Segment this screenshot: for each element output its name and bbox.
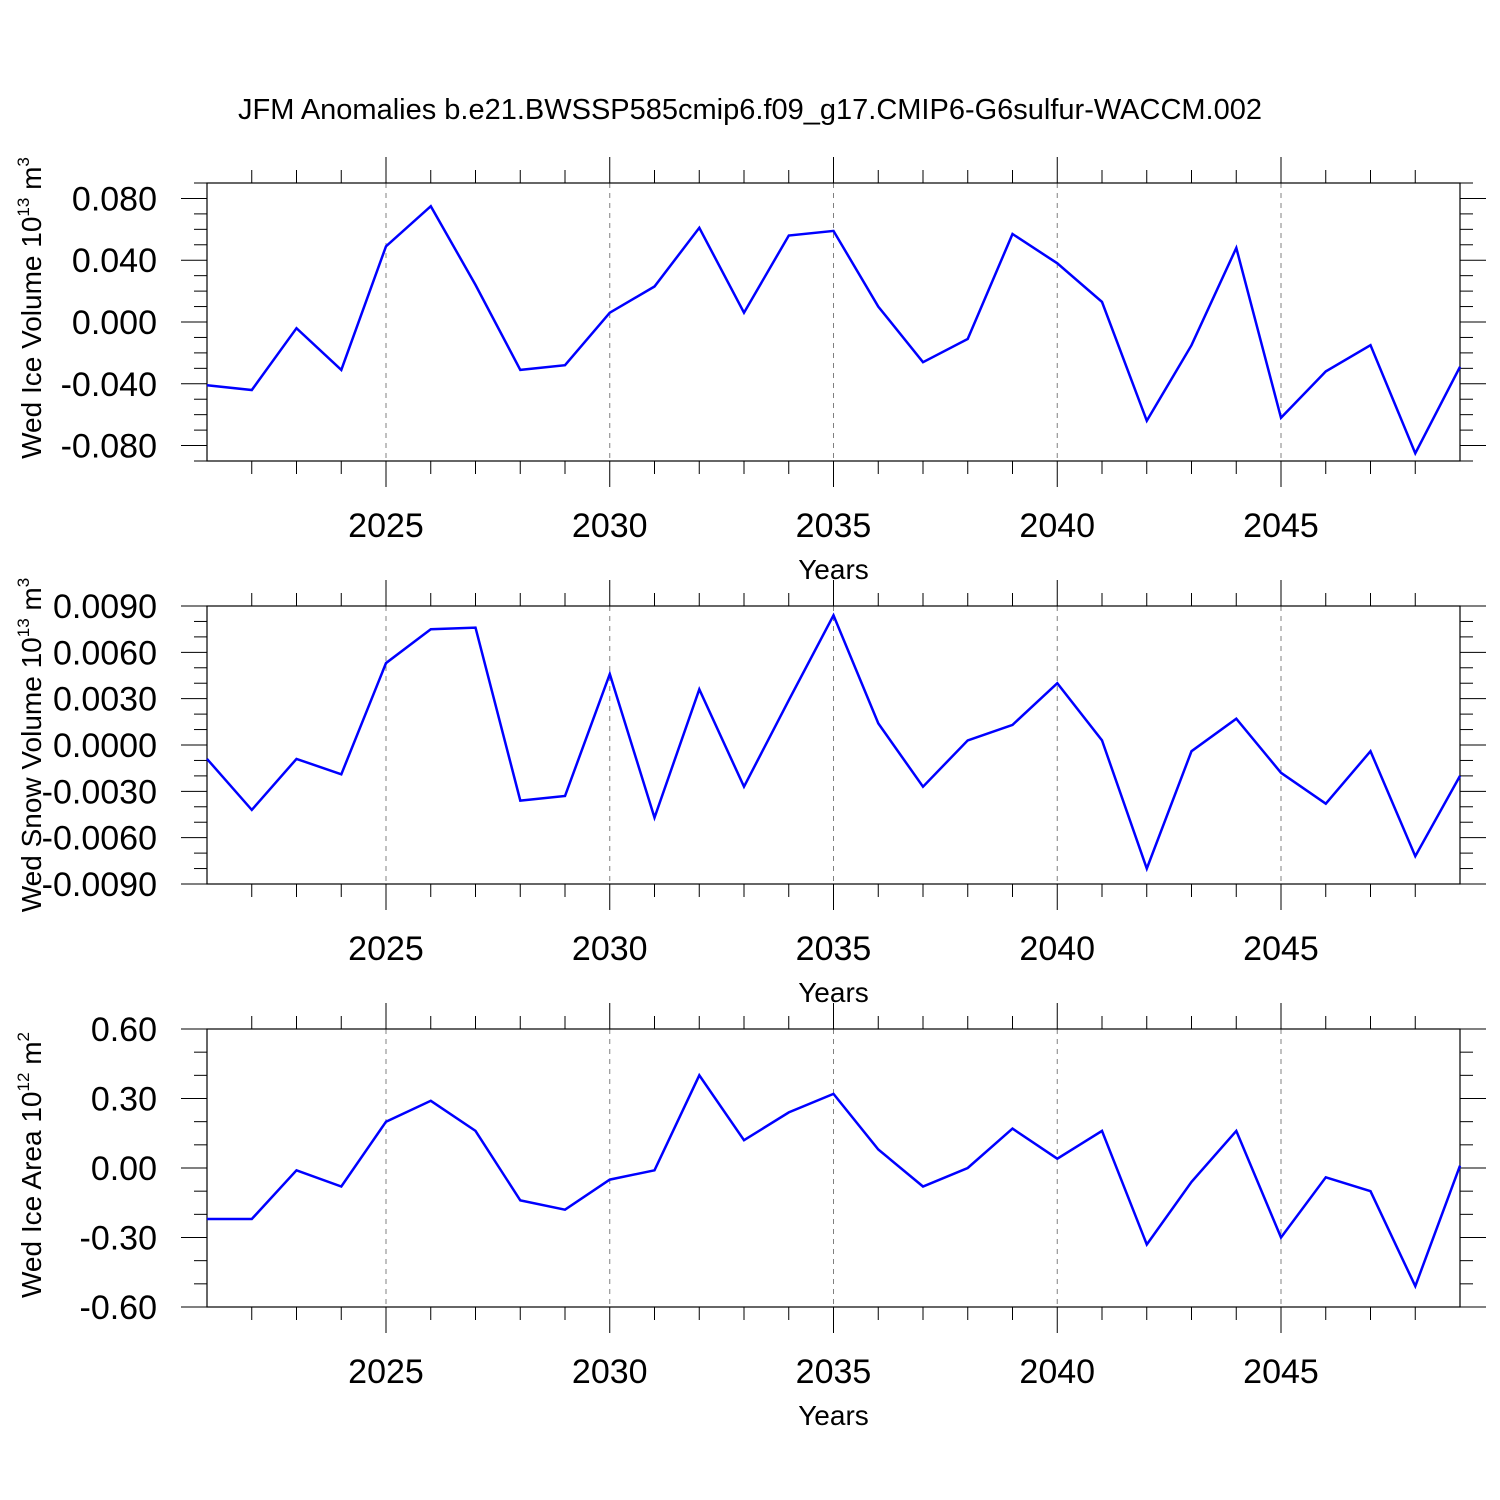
x-tick-label: 2025 [348,930,424,968]
x-tick-label: 2040 [1019,1353,1095,1391]
x-axis-title: Years [798,977,869,1008]
y-axis-title: Wed Ice Area 1012 m2 [14,1032,47,1298]
y-tick-label: -0.0060 [42,820,157,858]
x-tick-label: 2035 [796,1353,872,1391]
y-axis-title: Wed Snow Volume 1013 m3 [14,578,47,912]
x-tick-label: 2040 [1019,507,1095,545]
y-axis-title-part: Wed Ice Volume 10 [16,217,47,459]
x-tick-label: 2035 [796,930,872,968]
x-tick-label: 2025 [348,507,424,545]
y-tick-label: 0.0030 [53,681,157,719]
y-tick-label: -0.30 [80,1220,158,1258]
x-axis-title: Years [798,554,869,585]
x-tick-label: 2025 [348,1353,424,1391]
panel-3: -0.60 -0.30 0.00 0.30 0.60 2025 2030 2035 2040 20… [14,1003,1486,1431]
y-axis-title-part: m [16,1041,47,1072]
y-tick-label: 0.040 [72,242,157,280]
x-axis-title: Years [798,1400,869,1431]
x-tick-label: 2030 [572,1353,648,1391]
y-tick-label: -0.0030 [42,773,157,811]
y-axis-title-part: m [16,587,47,618]
y-tick-label: -0.60 [80,1289,158,1327]
y-axis-title-part: 3 [14,157,33,166]
x-tick-label: 2045 [1243,1353,1319,1391]
x-tick-label: 2035 [796,507,872,545]
panel-2: -0.0090 -0.0060 -0.0030 0.0000 0.0030 0.0060 0… [14,578,1486,1008]
y-axis-title: Wed Ice Volume 1013 m3 [14,157,47,459]
panels-group: -0.080 -0.040 0.000 0.040 0.080 2025 2030 2035 2… [14,157,1486,1431]
y-tick-label: 0.30 [91,1081,157,1119]
y-axis-title-part: 12 [14,1073,33,1092]
x-tick-label: 2045 [1243,507,1319,545]
y-axis-title-part: 13 [14,198,33,217]
y-tick-label: 0.00 [91,1150,157,1188]
x-tick-label: 2030 [572,507,648,545]
y-tick-label: 0.60 [91,1011,157,1049]
y-axis-title-part: Wed Ice Area 10 [16,1092,47,1299]
plot-frame [206,182,1461,462]
y-axis-title-part: 13 [14,618,33,637]
y-tick-label: -0.0090 [42,866,157,904]
y-tick-label: -0.040 [61,366,157,404]
y-tick-label: 0.080 [72,180,157,218]
y-tick-label: 0.0060 [53,634,157,672]
x-tick-label: 2045 [1243,930,1319,968]
y-axis-title-part: 3 [14,578,33,587]
x-tick-label: 2040 [1019,930,1095,968]
y-tick-label: 0.0000 [53,727,157,765]
series-line [207,1072,1462,1290]
series-line [206,204,1462,457]
y-tick-label: 0.000 [72,304,157,342]
series-line [206,612,1462,873]
y-axis-title-part: Wed Snow Volume 10 [16,637,47,912]
plot-frame [206,605,1461,885]
panel-1: -0.080 -0.040 0.000 0.040 0.080 2025 2030 2035 2… [14,157,1486,585]
chart-title: JFM Anomalies b.e21.BWSSP585cmip6.f09_g1… [238,94,1262,126]
y-axis-title-part: m [16,167,47,198]
y-tick-label: 0.0090 [53,588,157,626]
y-tick-label: -0.080 [61,428,157,466]
x-tick-label: 2030 [572,930,648,968]
y-axis-title-part: 2 [14,1032,33,1041]
